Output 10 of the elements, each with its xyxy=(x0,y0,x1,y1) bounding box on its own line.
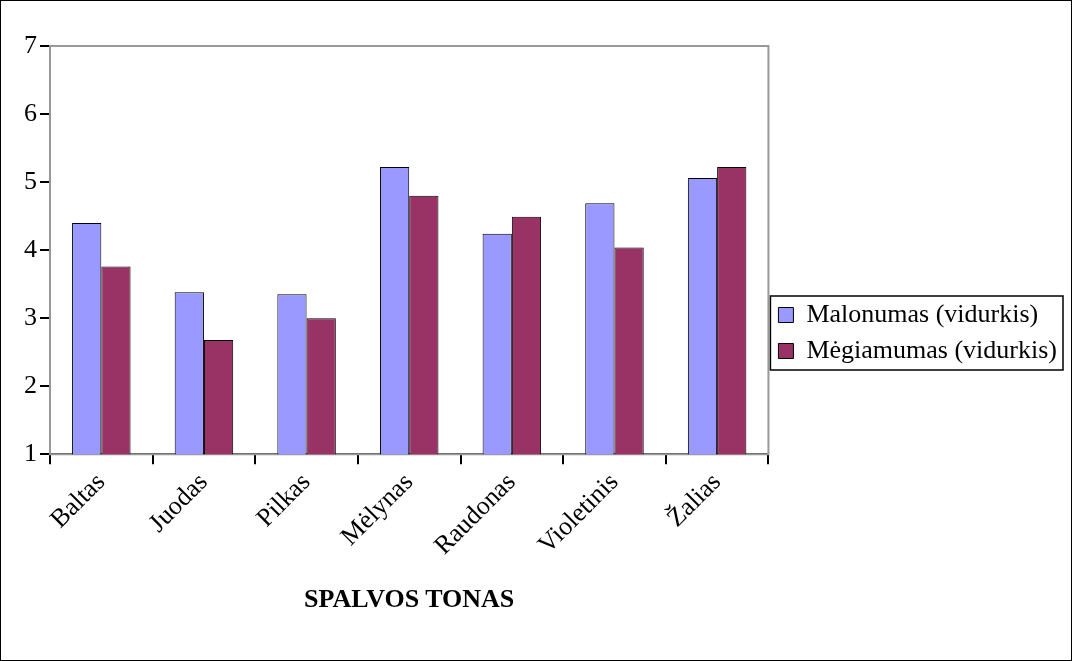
y-tick-label: 2 xyxy=(24,370,37,400)
y-tick-label: 6 xyxy=(24,97,37,127)
y-tick-label: 1 xyxy=(24,438,37,468)
y-tick-label: 5 xyxy=(24,165,37,195)
y-tick-label: 4 xyxy=(24,233,37,263)
y-tick-label: 7 xyxy=(24,29,37,59)
x-axis-title: SPALVOS TONAS xyxy=(304,584,515,614)
legend-label: Malonumas (vidurkis) xyxy=(806,298,1039,328)
legend-label: Mėgiamumas (vidurkis) xyxy=(806,334,1058,364)
y-tick-label: 3 xyxy=(24,301,37,331)
